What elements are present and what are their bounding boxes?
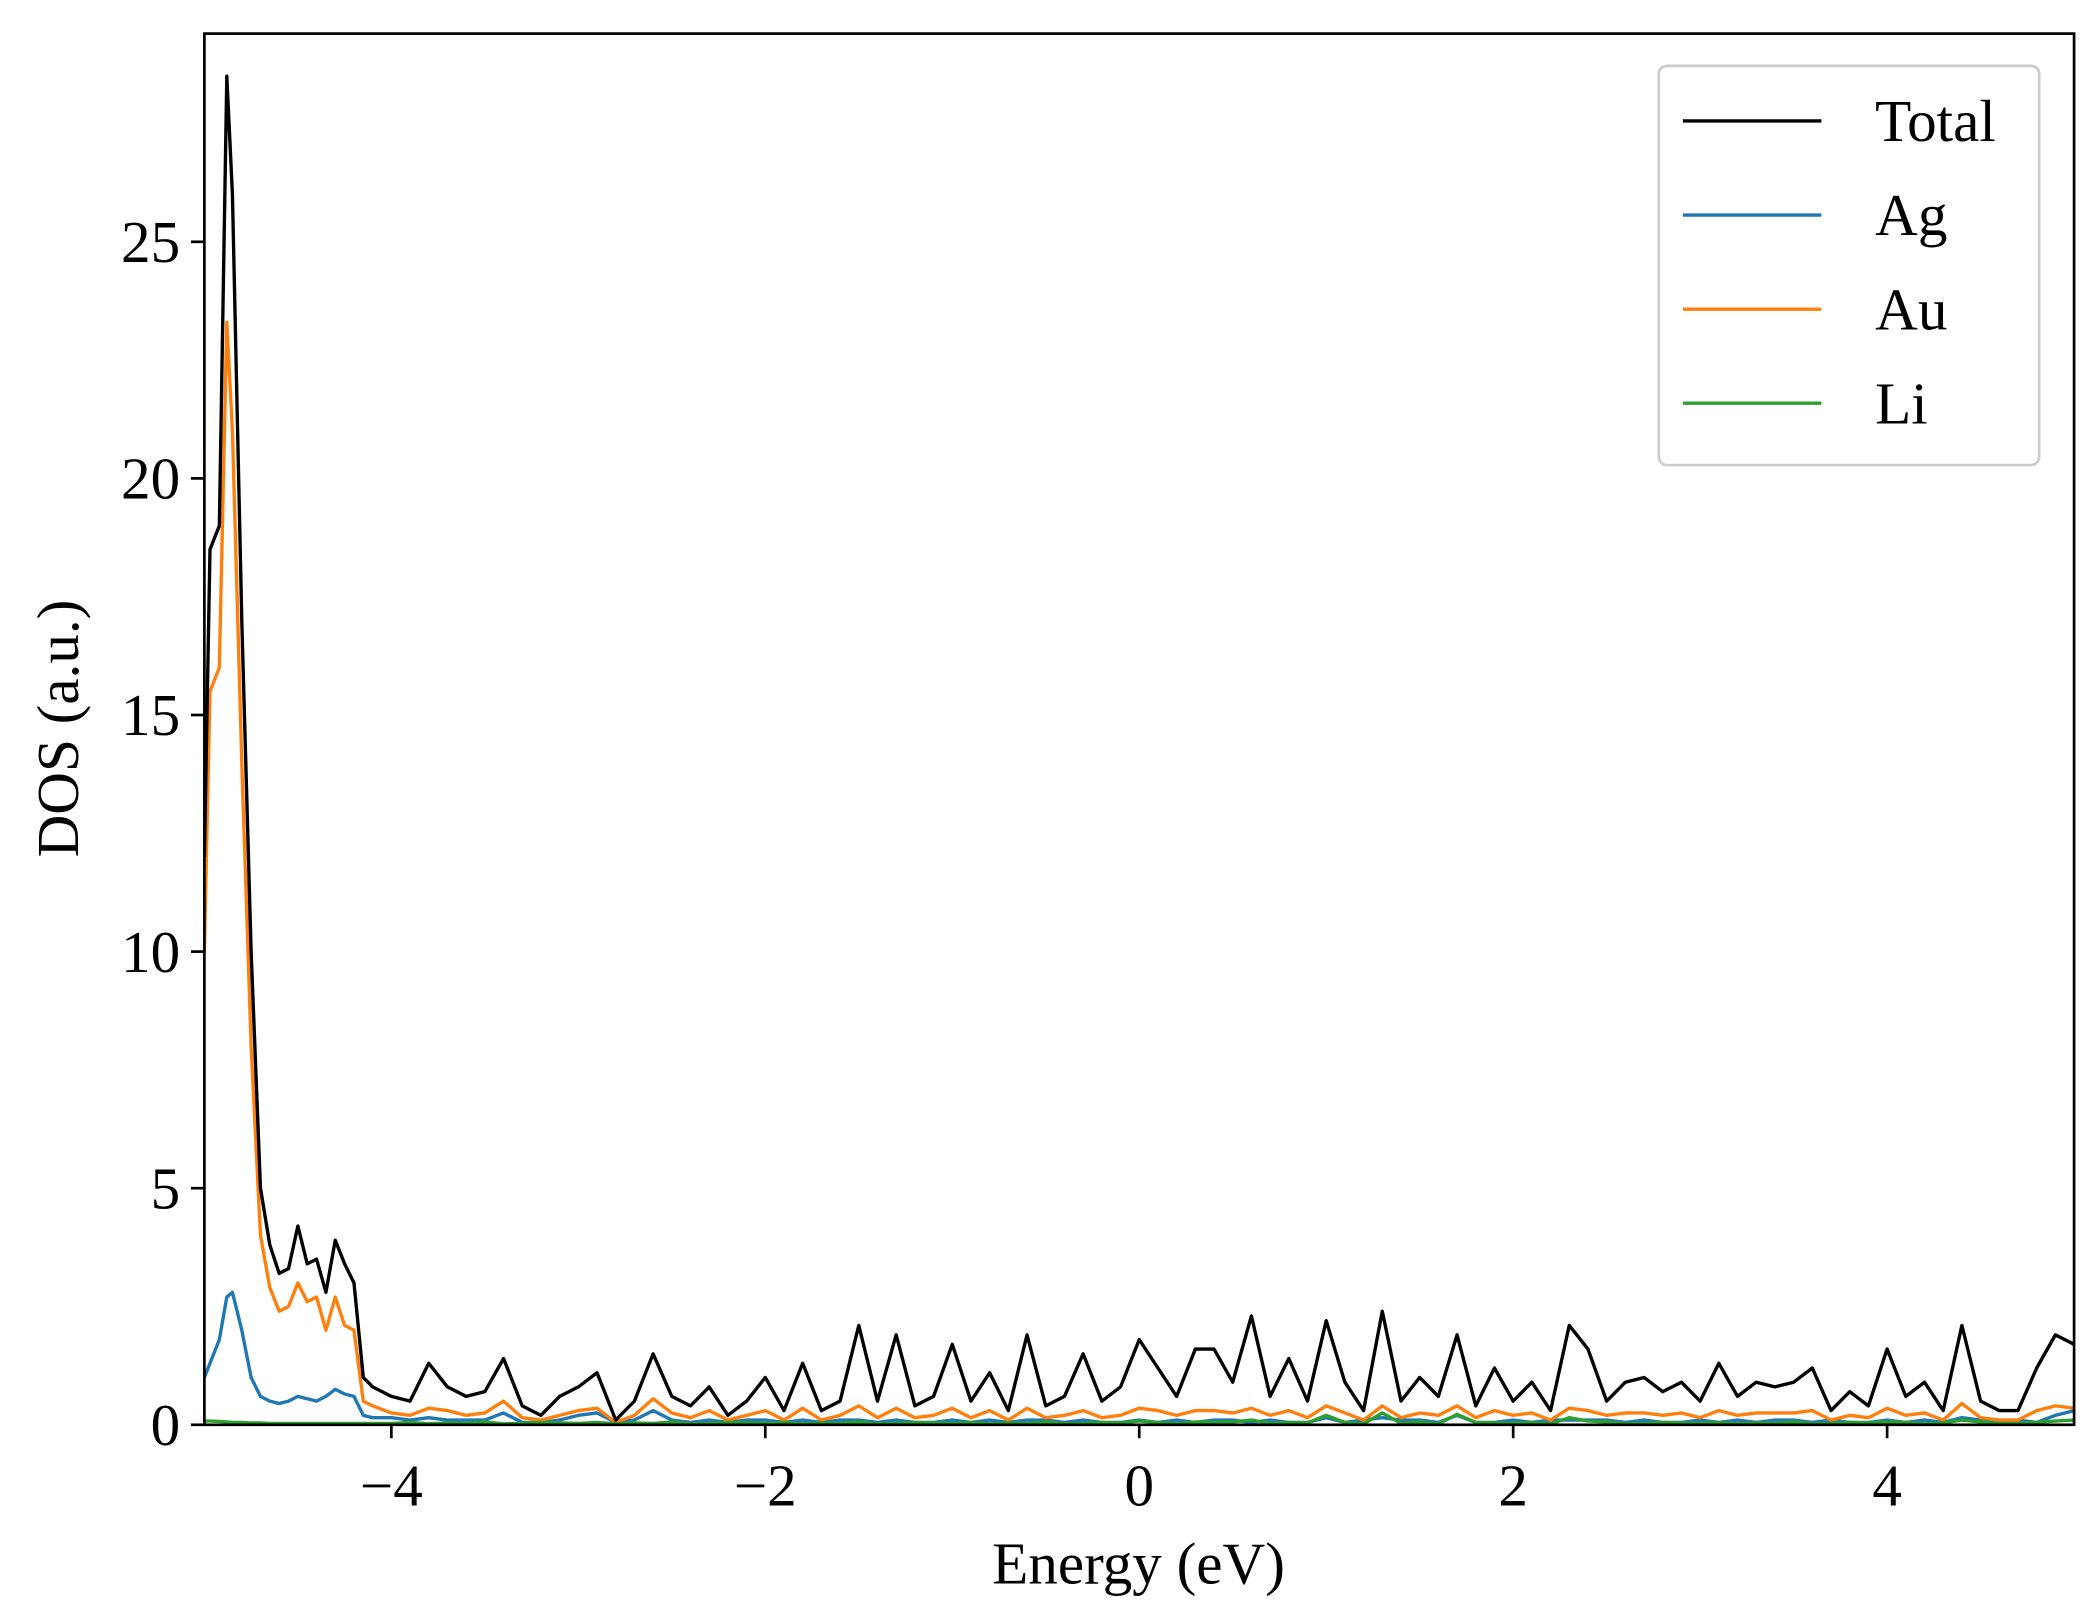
y-tick-label: 25 (121, 209, 180, 275)
series-line (204, 320, 2075, 1425)
y-axis-label: DOS (a.u.) (25, 600, 91, 858)
x-tick-label: 0 (1124, 1452, 1154, 1518)
x-tick-label: 2 (1498, 1452, 1528, 1518)
legend-label: Ag (1875, 182, 1947, 248)
legend-label: Total (1875, 88, 1996, 154)
series-line (204, 74, 2075, 1422)
x-tick-label: −2 (734, 1452, 797, 1518)
y-tick-label: 10 (121, 919, 180, 985)
legend-label: Au (1875, 276, 1947, 342)
y-tick-label: 5 (151, 1155, 181, 1221)
series-line (204, 1290, 2075, 1425)
x-axis-label: Energy (eV) (992, 1530, 1285, 1596)
y-tick-label: 0 (151, 1392, 181, 1458)
y-tick-label: 20 (121, 446, 180, 512)
x-tick-label: 4 (1872, 1452, 1902, 1518)
y-tick-label: 15 (121, 682, 180, 748)
plot-lines (204, 74, 2075, 1425)
plot-frame (203, 32, 2076, 1427)
x-tick-label: −4 (360, 1452, 423, 1518)
series-line (204, 1411, 2075, 1425)
legend-box (1657, 64, 2041, 467)
legend-label: Li (1875, 370, 1928, 436)
